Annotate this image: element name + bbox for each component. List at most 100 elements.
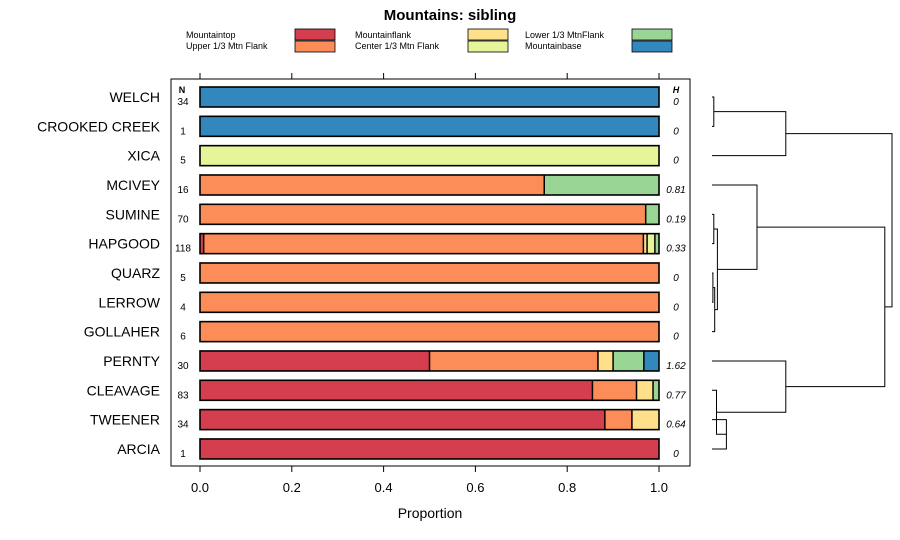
n-value: 34 (177, 97, 189, 108)
bar-row-sumine: SUMINE 70 0.19 (106, 203, 686, 226)
bar-outline (199, 438, 660, 460)
bar-segment-mountainflank (636, 380, 654, 401)
dendrogram (712, 96, 893, 450)
n-value: 1 (180, 126, 186, 137)
legend-label-mountainflank: Mountainflank (355, 30, 412, 40)
bar-segment-upper-1-3-mtn-flank (604, 409, 632, 430)
category-label: HAPGOOD (88, 236, 160, 252)
bar-segment-upper-1-3-mtn-flank (200, 292, 659, 313)
bar-segment-mountainbase (200, 87, 659, 107)
bar-outline (199, 350, 660, 372)
bar-segment-upper-1-3-mtn-flank (200, 204, 646, 225)
legend-swatch-lower-1-3-mtnflank (631, 28, 673, 41)
bar-row-mcivey: MCIVEY 16 0.81 (106, 174, 686, 196)
bar-segment-mountaintop (200, 409, 605, 430)
n-value: 16 (177, 185, 189, 196)
dendrogram-link (712, 96, 715, 127)
h-value: 0 (673, 302, 679, 313)
h-value: 0 (673, 273, 679, 284)
dendrogram-link (712, 111, 787, 157)
bar-segment-center-1-3-mtn-flank (200, 145, 659, 166)
legend-label-upper-1-3-mtn-flank: Upper 1/3 Mtn Flank (186, 41, 268, 51)
category-label: LERROW (99, 294, 161, 310)
x-tick-label: 0.8 (558, 480, 576, 495)
bar-segment-mountainflank (643, 233, 648, 254)
h-value: 0 (673, 156, 679, 167)
bar-row-xica: XICA 5 0 (127, 144, 679, 167)
bar-segment-mountainflank (631, 409, 659, 430)
dendrogram-link (712, 184, 758, 270)
x-axis-label: Proportion (398, 505, 463, 521)
h-value: 0.77 (666, 390, 686, 401)
legend-label-mountaintop: Mountaintop (186, 30, 236, 40)
n-value: 30 (177, 361, 189, 372)
bar-outline (199, 174, 660, 196)
n-value: 70 (177, 214, 189, 225)
bar-segment-mountainbase (200, 116, 659, 137)
bar-segment-mountaintop (200, 350, 430, 371)
legend-swatch-center-1-3-mtn-flank (467, 40, 509, 53)
bar-outline (199, 203, 660, 226)
n-value: 118 (175, 244, 191, 255)
bar-segment-upper-1-3-mtn-flank (203, 233, 644, 254)
bar-row-hapgood: HAPGOOD 118 0.33 (88, 232, 686, 255)
n-value: 5 (180, 156, 186, 167)
dendrogram-link (712, 213, 715, 245)
dendrogram-link (757, 226, 886, 388)
bar-segment-lower-1-3-mtnflank (645, 204, 659, 225)
category-label: PERNTY (103, 353, 160, 369)
category-label: XICA (127, 148, 160, 164)
h-value: 0.64 (666, 420, 686, 431)
bar-outline (199, 115, 660, 138)
bar-segment-mountaintop (200, 380, 593, 401)
x-tick-label: 0.4 (375, 480, 393, 495)
chart-title: Mountains: sibling (384, 7, 517, 24)
x-tick-label: 0.2 (283, 480, 301, 495)
bar-outline (199, 291, 660, 314)
bar-row-gollaher: GOLLAHER 6 0 (84, 320, 679, 343)
n-column-header: N (179, 85, 186, 95)
h-value: 0.19 (666, 214, 686, 225)
category-label: MCIVEY (106, 177, 160, 193)
legend-swatch-mountaintop (294, 28, 336, 41)
bar-segment-mountaintop (200, 438, 659, 459)
category-label: QUARZ (111, 265, 160, 281)
bar-row-lerrow: LERROW 4 0 (99, 291, 679, 314)
x-tick-label: 0.0 (191, 480, 209, 495)
legend-swatch-upper-1-3-mtn-flank (294, 40, 336, 53)
bar-segment-mountaintop (200, 233, 204, 254)
legend-swatch-mountainbase (631, 40, 673, 53)
category-label: CROOKED CREEK (37, 118, 161, 134)
legend-swatch-mountainflank (467, 28, 509, 41)
bar-row-quarz: QUARZ 5 0 (111, 262, 679, 284)
bar-segment-center-1-3-mtn-flank (647, 233, 655, 254)
bar-segment-mountainflank (597, 350, 614, 371)
category-label: TWEENER (90, 412, 160, 428)
bar-row-arcia: ARCIA 1 0 (117, 438, 679, 460)
bar-outline (199, 232, 660, 255)
bar-segment-upper-1-3-mtn-flank (592, 380, 637, 401)
dendrogram-link (785, 133, 893, 308)
bar-segment-upper-1-3-mtn-flank (200, 174, 545, 195)
bar-outline (199, 144, 660, 167)
n-value: 1 (180, 449, 186, 460)
bar-row-tweener: TWEENER 34 0.64 (90, 408, 686, 431)
h-value: 0 (673, 97, 679, 108)
h-value: 0 (673, 332, 679, 343)
dendrogram-link (712, 360, 787, 413)
category-label: GOLLAHER (84, 324, 160, 340)
bar-segment-upper-1-3-mtn-flank (200, 321, 659, 342)
category-label: ARCIA (117, 441, 160, 457)
category-label: WELCH (109, 89, 160, 105)
bar-segment-upper-1-3-mtn-flank (200, 262, 659, 283)
x-tick-label: 1.0 (650, 480, 668, 495)
bar-segment-mountainbase (643, 350, 659, 371)
bar-row-welch: WELCH 34 0 (109, 86, 679, 108)
n-value: 5 (180, 273, 186, 284)
n-value: 34 (177, 420, 189, 431)
legend-label-mountainbase: Mountainbase (525, 41, 582, 51)
bar-row-pernty: PERNTY 30 1.62 (103, 350, 686, 372)
category-label: SUMINE (106, 206, 160, 222)
